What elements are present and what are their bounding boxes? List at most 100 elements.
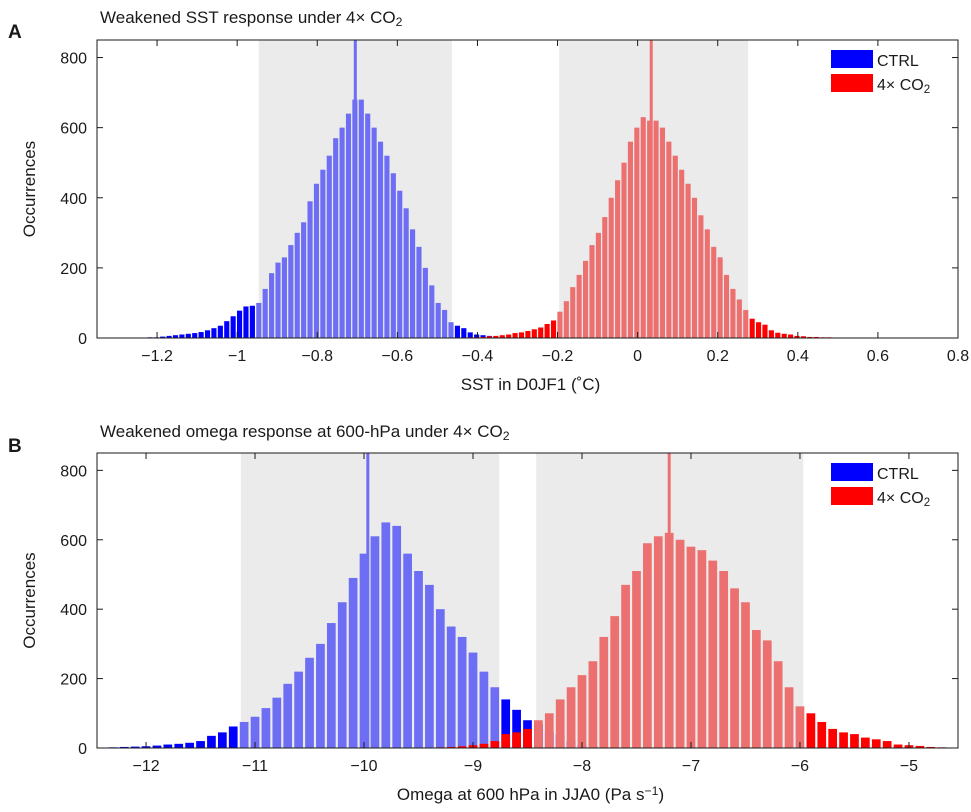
histogram-bar [365,113,371,338]
histogram-bar [480,335,486,338]
histogram-bar [320,169,326,338]
histogram-bar [230,316,236,338]
x-tick-label: −11 [242,758,268,775]
histogram-bar [416,246,422,338]
histogram-bar [217,732,227,748]
histogram-bar [538,327,544,338]
legend-label-4xco2: 4× CO2 [877,77,930,96]
y-tick-label: 200 [60,672,87,689]
histogram-bar [506,334,512,338]
histogram-bar [621,162,627,338]
histogram-bar [316,643,325,748]
histogram-bar [813,336,819,338]
histogram-bar [371,127,377,338]
panel-a: −1.2 −1 −0.8 −0.6 −0.4 −0.2 0 0.2 0.4 0.6 0.8 0 200 4… [8,8,969,394]
histogram-bar [525,330,531,338]
histogram-bar [518,332,525,338]
histogram-bar [198,332,204,338]
y-axis-label: Occurrences [20,552,39,648]
chart-title: Weakened omega response at 600-hPa under… [100,422,510,443]
histogram-bar [446,626,456,748]
histogram-bar [704,229,710,338]
histogram-bar [397,190,403,338]
panel-letter: B [8,436,22,457]
histogram-bar [577,675,587,748]
histogram-bar [719,571,729,748]
histogram-bar [490,741,500,748]
histogram-bar [174,743,184,748]
histogram-bar [499,335,505,338]
histogram-bar [666,141,672,338]
histogram-bar [659,127,666,338]
x-tick-label: −0.4 [462,348,494,365]
histogram-bar [359,553,369,748]
histogram-bar [653,536,663,748]
histogram-bar [685,183,691,338]
histogram-bar [185,333,191,338]
histogram-bar [723,274,730,338]
histogram-bar [224,321,230,338]
histogram-bar [429,285,435,338]
histogram-bar [691,197,698,338]
histogram-bar [179,334,185,338]
panel-b: −12 −11 −10 −9 −8 −7 −6 −5 0 200 400 600 800 B Weakene… [8,422,959,804]
histogram-bar [566,687,576,748]
histogram-bar [501,699,511,748]
legend-label-ctrl: CTRL [877,466,919,483]
histogram-bar [563,301,569,338]
histogram-bar [392,525,402,748]
histogram-bar [576,274,582,338]
x-tick-label: 0.6 [867,348,889,365]
histogram-bar [544,323,550,338]
histogram-bar [555,699,565,748]
histogram-bar [294,232,300,338]
histogram-bar [512,709,521,748]
histogram-bar [163,744,173,748]
histogram-bar [602,217,608,338]
y-tick-label: 400 [60,191,87,208]
x-tick-label: 0.2 [707,348,729,365]
y-tick-label: 0 [78,741,87,758]
histogram-bar [817,721,827,748]
histogram-bar [480,336,486,338]
histogram-bar [762,640,772,748]
histogram-bar [643,543,652,748]
y-tick-label: 200 [60,261,87,278]
histogram-bar [486,336,493,338]
histogram-bar [345,113,352,338]
histogram-bar [531,329,537,338]
histogram-bar [717,257,723,338]
histogram-bar [275,262,281,338]
histogram-bar [544,713,554,748]
histogram-bar [243,306,249,338]
histogram-bar [915,745,925,748]
histogram-bar [130,746,140,748]
histogram-bar [647,120,653,339]
histogram-bar [326,623,336,748]
histogram-bar [307,201,313,338]
histogram-bar [207,735,216,748]
x-axis-label: SST in D0JF1 (˚C) [461,375,601,394]
histogram-bar [784,687,794,748]
histogram-bar [305,657,314,748]
histogram-bar [882,741,892,748]
histogram-bar [557,311,563,338]
histogram-bar [589,245,595,338]
histogram-bar [756,322,762,338]
histogram-bar [313,183,320,338]
histogram-bar [281,257,287,338]
histogram-bar [390,173,396,338]
x-tick-label: −7 [682,758,700,775]
x-tick-label: −10 [350,758,377,775]
histogram-bar [627,141,633,338]
histogram-bar [698,215,704,338]
histogram-bar [468,652,478,748]
histogram-bar [730,288,736,338]
histogram-bar [454,325,460,338]
histogram-bar [781,333,787,338]
histogram-bar [422,267,428,338]
histogram-bar [474,334,480,338]
x-axis-label: Omega at 600 hPa in JJA0 (Pa s−1) [397,784,664,804]
histogram-bar [534,720,543,748]
histogram-bar [272,697,282,748]
